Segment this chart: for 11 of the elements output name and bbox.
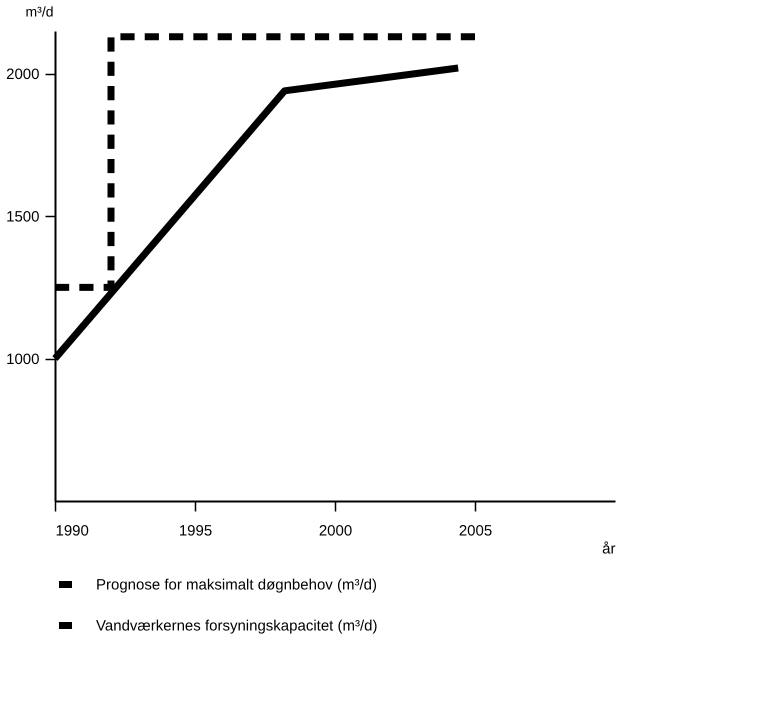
y-tick-label: 1500 (6, 208, 40, 226)
x-tick-label: 1995 (178, 522, 212, 540)
x-tick-label: 1990 (56, 522, 89, 540)
y-tick-label: 2000 (6, 66, 40, 84)
legend-label: Prognose for maksimalt døgnbehov (m³/d) (96, 576, 377, 594)
x-tick-label: 2005 (458, 522, 492, 540)
y-tick-label: 1000 (6, 351, 40, 368)
legend-label: Vandværkernes forsyningskapacitet (m³/d) (96, 618, 378, 634)
x-axis-title: år (602, 540, 616, 558)
y-axis-title: m³/d (26, 4, 54, 20)
x-tick-label: 2000 (318, 522, 352, 540)
